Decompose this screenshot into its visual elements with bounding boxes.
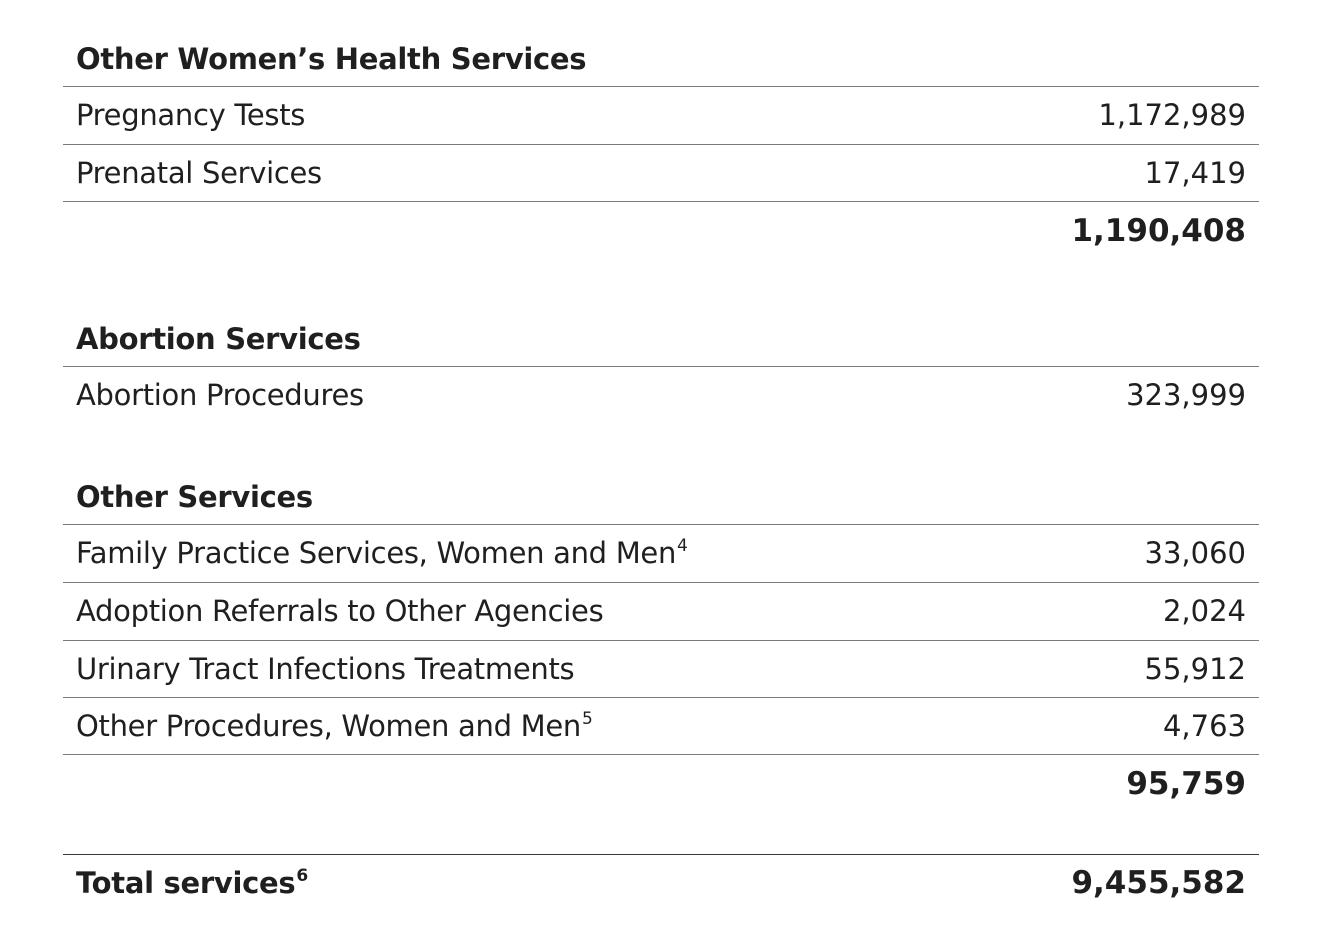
table-row: Family Practice Services, Women and Men4… xyxy=(63,525,1259,582)
divider xyxy=(63,144,1259,145)
footnote-marker: 6 xyxy=(296,866,308,886)
row-label: Abortion Procedures xyxy=(76,378,364,412)
section-title-abortion-services: Abortion Services xyxy=(76,322,361,356)
divider xyxy=(63,524,1259,525)
divider xyxy=(63,201,1259,202)
divider xyxy=(63,640,1259,641)
row-value: 33,060 xyxy=(1144,536,1246,570)
total-value: 9,455,582 xyxy=(1071,865,1246,901)
table-row: Adoption Referrals to Other Agencies 2,0… xyxy=(63,583,1259,640)
row-label: Other Procedures, Women and Men5 xyxy=(76,709,593,743)
row-label: Prenatal Services xyxy=(76,156,322,190)
total-divider xyxy=(63,854,1259,855)
section-title-other-services: Other Services xyxy=(76,480,313,514)
row-label: Pregnancy Tests xyxy=(76,98,306,132)
row-label: Family Practice Services, Women and Men4 xyxy=(76,536,688,570)
row-value: 2,024 xyxy=(1162,594,1246,628)
row-value: 1,172,989 xyxy=(1098,98,1246,132)
table-row: Pregnancy Tests 1,172,989 xyxy=(63,87,1259,144)
row-label: Adoption Referrals to Other Agencies xyxy=(76,594,604,628)
footnote-marker: 5 xyxy=(581,709,593,729)
section-title-other-womens-health: Other Women’s Health Services xyxy=(76,42,587,76)
subtotal-other-womens-health: 1,190,408 xyxy=(1071,213,1246,249)
table-row: Other Procedures, Women and Men5 4,763 xyxy=(63,698,1259,755)
divider xyxy=(63,754,1259,755)
divider xyxy=(63,582,1259,583)
table-row: Urinary Tract Infections Treatments 55,9… xyxy=(63,641,1259,698)
row-value: 17,419 xyxy=(1144,156,1246,190)
divider xyxy=(63,86,1259,87)
total-label: Total services6 xyxy=(76,866,308,900)
row-label: Urinary Tract Infections Treatments xyxy=(76,652,575,686)
divider xyxy=(63,697,1259,698)
row-value: 55,912 xyxy=(1144,652,1246,686)
table-row: Prenatal Services 17,419 xyxy=(63,145,1259,202)
subtotal-other-services: 95,759 xyxy=(1126,766,1246,802)
row-value: 323,999 xyxy=(1126,378,1246,412)
footnote-marker: 4 xyxy=(677,536,688,556)
table-row: Abortion Procedures 323,999 xyxy=(63,367,1259,424)
row-value: 4,763 xyxy=(1162,709,1246,743)
divider xyxy=(63,366,1259,367)
